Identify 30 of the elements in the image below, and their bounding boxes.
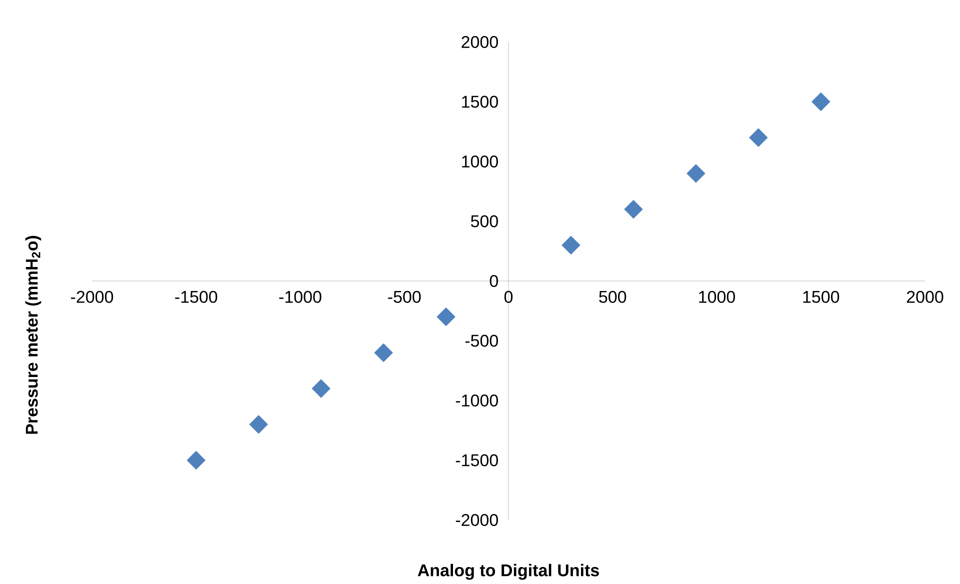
- point: [312, 379, 330, 398]
- x-tick-label: -1500: [175, 290, 218, 303]
- point: [249, 415, 268, 434]
- x-tick-label: 500: [599, 290, 626, 303]
- point: [749, 128, 768, 147]
- x-axis-title: Analog to Digital Units: [418, 564, 599, 580]
- x-tick-label: 1500: [803, 290, 840, 303]
- point: [811, 92, 830, 112]
- point: [686, 164, 706, 183]
- y-tick-label: 0: [490, 274, 498, 288]
- x-tick-label: 2000: [906, 290, 944, 303]
- y-axis-title: Pressure meter (mmH$_{2}$o): [25, 236, 42, 434]
- y-tick-label: 500: [470, 215, 498, 228]
- point: [436, 307, 456, 326]
- y-tick-label: 1500: [462, 96, 498, 108]
- y-tick-label: 2000: [462, 36, 498, 48]
- y-tick-label: -1500: [456, 454, 498, 466]
- x-tick-label: 0: [504, 290, 513, 303]
- y-tick-label: -1000: [456, 394, 498, 407]
- y-tick-label: 1000: [462, 155, 498, 168]
- point: [624, 200, 643, 219]
- point: [374, 343, 393, 362]
- x-tick-label: -1000: [279, 290, 322, 303]
- x-tick-label: -500: [388, 290, 421, 303]
- y-tick-label: -500: [465, 334, 498, 347]
- x-tick-label: -2000: [71, 290, 114, 303]
- point: [562, 236, 580, 255]
- x-tick-label: 1000: [699, 290, 735, 303]
- y-tick-label: -2000: [456, 514, 498, 526]
- point: [186, 450, 206, 470]
